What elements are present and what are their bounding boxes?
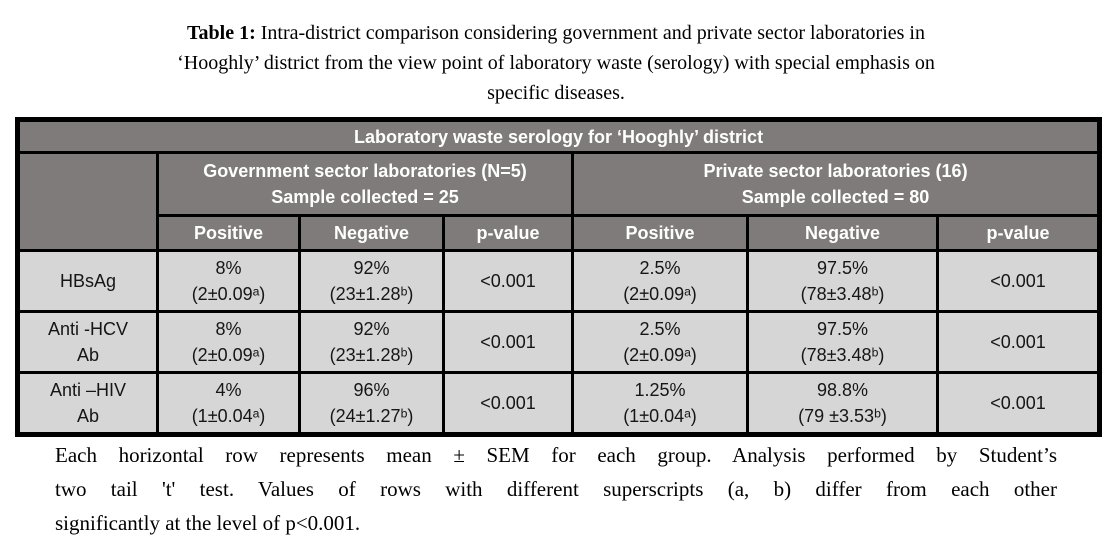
- data-table: Laboratory waste serology for ‘Hooghly’ …: [15, 117, 1103, 437]
- table-caption: Table 1: Intra-district comparison consi…: [0, 18, 1112, 108]
- table-title: Laboratory waste serology for ‘Hooghly’ …: [15, 118, 1102, 154]
- table-container: Laboratory waste serology for ‘Hooghly’ …: [15, 117, 1103, 437]
- table-cell: <0.001: [935, 371, 1102, 436]
- column-header-pvalue-priv: p-value: [935, 214, 1102, 252]
- table-row-anti-hiv: Anti –HIV Ab 4% (1±0.04ᵃ) 96% (24±1.27ᵇ)…: [16, 371, 1102, 436]
- table-title-row: Laboratory waste serology for ‘Hooghly’ …: [15, 118, 1102, 154]
- table-cell: 4% (1±0.04ᵃ): [156, 371, 301, 436]
- caption-text-1: Intra-district comparison considering go…: [255, 22, 925, 44]
- caption-line-2: ‘Hooghly’ district from the view point o…: [177, 52, 935, 74]
- table-cell: 8% (2±0.09ᵃ): [156, 249, 301, 313]
- group-header-government: Government sector laboratories (N=5) Sam…: [156, 151, 574, 217]
- row-label-anti-hcv: Anti -HCV Ab: [16, 310, 159, 374]
- table-cell: 97.5% (78±3.48ᵇ): [746, 310, 939, 374]
- table-cell: <0.001: [442, 371, 574, 436]
- table-cell: 8% (2±0.09ᵃ): [156, 310, 301, 374]
- table-cell: 2.5% (2±0.09ᵃ): [571, 249, 749, 313]
- table-cell: <0.001: [935, 310, 1102, 374]
- group-header-private: Private sector laboratories (16) Sample …: [570, 151, 1102, 217]
- table-footnote: Each horizontal row represents mean ± SE…: [55, 438, 1057, 540]
- table-row-hbsag: HBsAg 8% (2±0.09ᵃ) 92% (23±1.28ᵇ) <0.001…: [16, 249, 1102, 313]
- table-cell: 92% (23±1.28ᵇ): [298, 249, 445, 313]
- caption-line-1: Table 1: Intra-district comparison consi…: [0, 18, 1112, 48]
- column-header-row: Positive Negative p-value Positive Negat…: [18, 214, 1102, 252]
- table-cell: 98.8% (79 ±3.53ᵇ): [746, 371, 939, 436]
- corner-cell: [16, 151, 159, 252]
- table-cell: <0.001: [442, 310, 574, 374]
- column-header-positive-gov: Positive: [156, 214, 301, 252]
- footnote-line-3: significantly at the level of p<0.001.: [55, 511, 361, 535]
- table-cell: 1.25% (1±0.04ᵃ): [571, 371, 749, 436]
- table-cell: 2.5% (2±0.09ᵃ): [571, 310, 749, 374]
- row-label-anti-hiv: Anti –HIV Ab: [16, 371, 159, 436]
- footnote-line-1: Each horizontal row represents mean ± SE…: [55, 443, 1057, 467]
- column-header-negative-gov: Negative: [298, 214, 445, 252]
- caption-table-number: Table 1:: [187, 22, 256, 44]
- group-header-row: Government sector laboratories (N=5) Sam…: [16, 151, 1102, 252]
- footnote-line-2: two tail 't' test. Values of rows with d…: [55, 477, 1057, 501]
- table-cell: 96% (24±1.27ᵇ): [298, 371, 445, 436]
- column-header-positive-priv: Positive: [571, 214, 749, 252]
- row-label-hbsag: HBsAg: [16, 249, 159, 313]
- table-row-anti-hcv: Anti -HCV Ab 8% (2±0.09ᵃ) 92% (23±1.28ᵇ)…: [16, 310, 1102, 374]
- column-header-pvalue-gov: p-value: [442, 214, 574, 252]
- caption-line-3: specific diseases.: [487, 82, 625, 104]
- table-cell: <0.001: [442, 249, 574, 313]
- table-cell: <0.001: [935, 249, 1102, 313]
- table-cell: 97.5% (78±3.48ᵇ): [746, 249, 939, 313]
- column-header-negative-priv: Negative: [746, 214, 939, 252]
- table-cell: 92% (23±1.28ᵇ): [298, 310, 445, 374]
